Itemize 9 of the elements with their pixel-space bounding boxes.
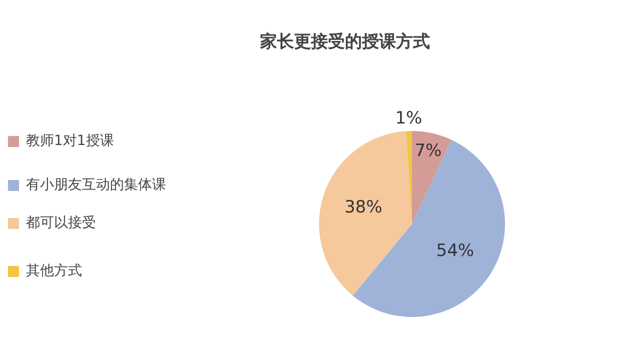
- data-label: 38%: [344, 198, 382, 218]
- chart-title: 家长更接受的授课方式: [259, 31, 431, 53]
- data-label: 1%: [395, 108, 422, 128]
- legend-label: 都可以接受: [26, 214, 97, 232]
- data-label: 54%: [436, 240, 474, 261]
- legend-label: 有小朋友互动的集体课: [26, 176, 167, 194]
- legend-label: 教师1对1授课: [26, 132, 115, 150]
- legend-label: 其他方式: [26, 262, 83, 280]
- data-label: 7%: [414, 140, 442, 161]
